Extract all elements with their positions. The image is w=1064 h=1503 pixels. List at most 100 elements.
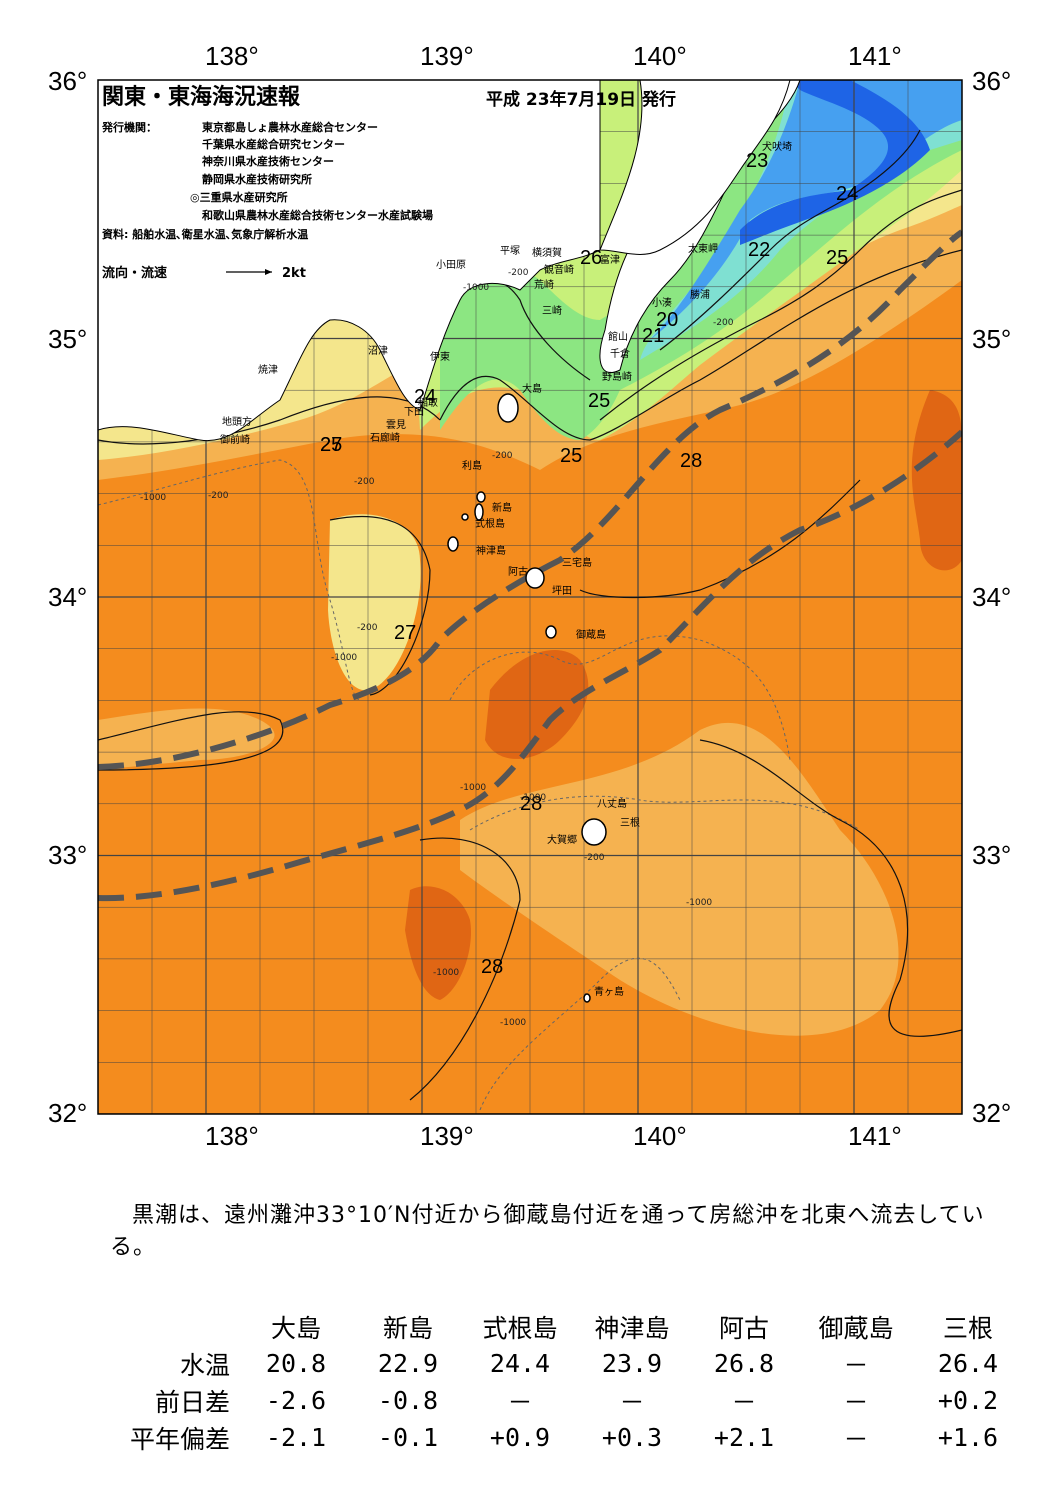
table-cell: － — [507, 1387, 533, 1417]
lat-labels-left: 36° 35° 34° 33° 32° — [48, 66, 87, 1128]
isotherm-label: 24 — [836, 183, 858, 205]
place-label: 地頭方 — [222, 415, 252, 428]
issuer: 神奈川県水産技術センター — [202, 154, 334, 168]
table-cell: +0.3 — [601, 1423, 663, 1452]
islands — [447, 393, 607, 1003]
table-cell: － — [619, 1387, 645, 1417]
place-label: 大島 — [522, 382, 542, 395]
isotherm-line — [659, 129, 921, 351]
place-label: 沼津 — [368, 344, 388, 357]
place-label: 石廊崎 — [370, 431, 400, 444]
lon-label: 141° — [848, 1121, 902, 1151]
issuer: 静岡県水産技術研究所 — [202, 172, 312, 186]
isotherm-label: 21 — [642, 325, 664, 347]
lat-label: 36° — [972, 66, 1011, 96]
place-label: 犬吠埼 — [762, 140, 792, 153]
issue-date: 平成 23年7月19日 発行 — [486, 89, 676, 110]
table-cell: -0.1 — [377, 1423, 439, 1452]
depth-label: -200 — [354, 477, 375, 487]
water-26c-southwest — [328, 514, 421, 691]
island-miyakejima — [525, 567, 545, 589]
kuroshio-summary: 黒潮は、遠州灘沖33°10′N付近から御蔵島付近を通って房総沖を北東へ流去してい… — [110, 1200, 990, 1264]
row-label: 平年偏差 — [129, 1424, 230, 1454]
table-header: 阿古 — [718, 1313, 769, 1343]
isotherm-line — [699, 739, 962, 1037]
depth-contour — [98, 459, 361, 701]
isotherm-label: 27 — [394, 622, 416, 644]
place-label: 小田原 — [436, 259, 466, 271]
table-header: 式根島 — [482, 1313, 558, 1343]
depth-label: -1000 — [463, 283, 489, 293]
place-label: 青ヶ島 — [594, 985, 624, 998]
map-title: 関東・東海海況速報 — [102, 84, 301, 110]
lat-label: 34° — [48, 582, 87, 612]
water-24c — [440, 256, 634, 440]
table-header: 三根 — [942, 1313, 993, 1343]
table-header: 大島 — [270, 1313, 321, 1343]
lon-labels-bottom: 138° 139° 140° 141° — [205, 1121, 902, 1151]
depth-label: -200 — [357, 623, 378, 633]
place-label: 下田 — [404, 407, 424, 418]
flow-scale-value: 2kt — [282, 266, 306, 281]
table-cell: -2.6 — [265, 1386, 327, 1415]
isotherm-label: 27 — [320, 434, 342, 456]
table-cell: 26.8 — [713, 1349, 775, 1378]
table-cell: 24.4 — [489, 1349, 551, 1378]
table-header-row: 大島 新島 式根島 神津島 阿古 御蔵島 三根 — [80, 1308, 1024, 1345]
land-boso — [599, 80, 791, 255]
table-cell: － — [843, 1350, 869, 1380]
depth-label: -1000 — [433, 968, 459, 978]
island-toshima — [476, 491, 486, 503]
table-corner — [80, 1308, 240, 1345]
place-label: 御前崎 — [220, 433, 250, 446]
place-label: 勝浦 — [690, 288, 710, 301]
island-oshima — [497, 393, 519, 423]
data-source: 資料: 船舶水温､衛星水温､気象庁解析水温 — [102, 227, 308, 241]
table-cell: -0.8 — [377, 1386, 439, 1415]
place-label: 館山 — [608, 330, 628, 343]
issuer-label: 発行機関： — [101, 120, 157, 134]
lon-labels-top: 138° 139° 140° 141° — [205, 41, 902, 71]
lat-labels-right: 36° 35° 34° 33° 32° — [972, 66, 1011, 1128]
isotherm-label: 25 — [826, 247, 848, 269]
isotherm-label: 23 — [746, 150, 768, 172]
place-label: 三崎 — [542, 304, 562, 317]
isotherm-label: 24 — [414, 386, 436, 408]
island-aogashima — [583, 993, 591, 1003]
kuroshio-axis-north — [98, 229, 962, 770]
depth-label: -200 — [208, 491, 229, 501]
depth-label: -1000 — [686, 898, 712, 908]
depth-label: -200 — [584, 853, 605, 863]
place-label: 坪田 — [552, 584, 572, 597]
place-label: 伊東 — [430, 350, 450, 363]
sea-temperature-map: 138° 139° 140° 141° 138° 139° 140° 141° … — [48, 41, 1011, 1151]
table-row: 平年偏差 -2.1 -0.1 +0.9 +0.3 +2.1 － +1.6 — [80, 1419, 1024, 1456]
lon-label: 141° — [848, 41, 902, 71]
water-27c-hachijo — [460, 722, 899, 1036]
summary-text: 黒潮は、遠州灘沖33°10′N付近から御蔵島付近を通って房総沖を北東へ流去してい… — [110, 1203, 985, 1260]
place-label: 大賀郷 — [547, 833, 577, 846]
map-frame — [97, 79, 963, 1115]
kuroshio-axis-south — [98, 429, 962, 902]
place-label: 利島 — [462, 459, 482, 472]
isotherm-label: 28 — [481, 956, 503, 978]
place-label: 平塚 — [500, 245, 520, 257]
island-temperature-table: 大島 新島 式根島 神津島 阿古 御蔵島 三根 水温 20.8 22.9 24.… — [80, 1308, 1024, 1456]
isotherm-line — [98, 711, 284, 771]
place-label: 太東岬 — [688, 242, 718, 255]
depth-contours — [98, 459, 861, 1111]
kuroshio-axes — [98, 229, 962, 902]
lat-label: 34° — [972, 582, 1011, 612]
water-18c — [740, 80, 930, 245]
flow-legend-label: 流向・流速 — [102, 265, 167, 281]
water-27c-south — [98, 708, 275, 770]
island-mikurajima — [545, 625, 557, 639]
lat-label: 35° — [972, 324, 1011, 354]
isotherm-label: 22 — [748, 239, 770, 261]
lat-label: 35° — [48, 324, 87, 354]
table-header: 神津島 — [594, 1313, 670, 1343]
place-label: 神津島 — [476, 544, 506, 557]
table-cell: +0.9 — [489, 1423, 551, 1452]
isotherm-line — [579, 479, 861, 599]
